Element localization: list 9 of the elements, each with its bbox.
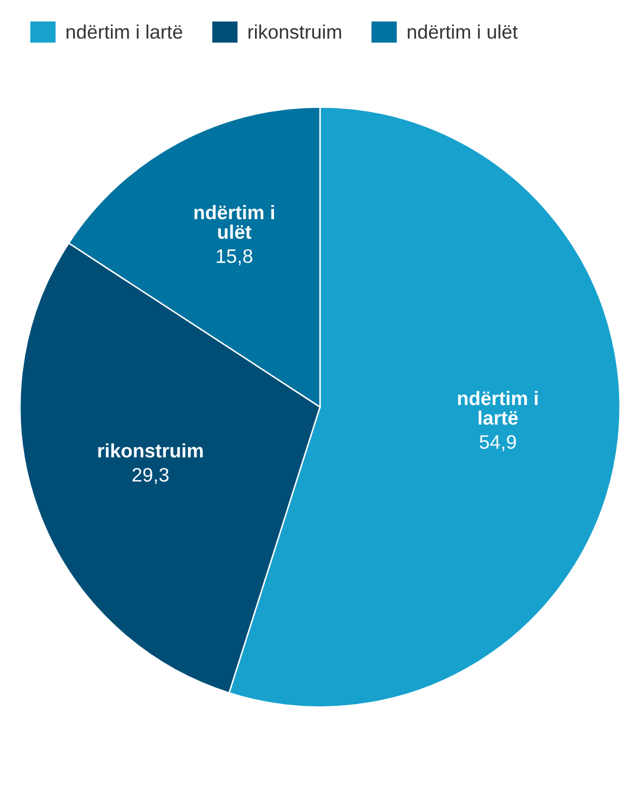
slice-label: ndërtim i ulët [194, 205, 274, 239]
slice-label: rikonstruim [98, 443, 203, 458]
data-label: 15,8 [216, 249, 252, 266]
data-label: 29,3 [132, 468, 169, 484]
legend-label: ndërtim i ulët [408, 24, 518, 39]
data-label: 54,9 [480, 435, 516, 452]
legend-label: rikonstruim [248, 24, 342, 39]
legend-label: ndërtim i lartë [66, 24, 182, 39]
slice-label: ndërtim i lartë [458, 390, 538, 425]
